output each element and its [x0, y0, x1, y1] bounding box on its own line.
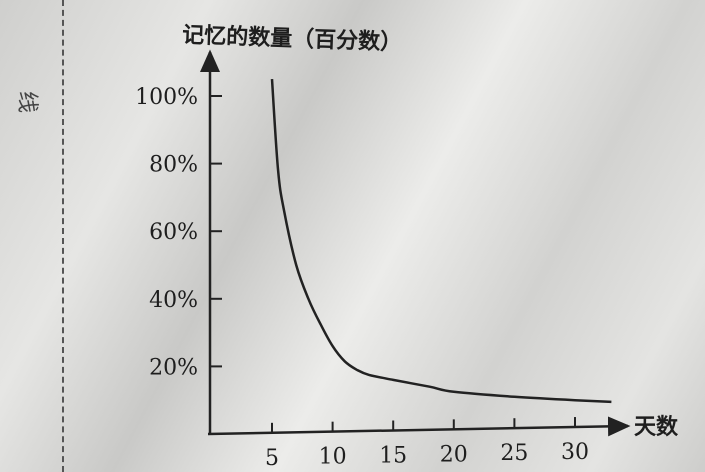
x-tick-label: 30 — [561, 440, 589, 465]
x-tick-label: 20 — [440, 442, 468, 467]
y-tick-label: 60% — [149, 220, 198, 245]
x-tick-label: 25 — [500, 441, 528, 466]
x-tick-label: 5 — [265, 446, 279, 471]
y-axis-label: 记忆的数量（百分数） — [182, 22, 403, 56]
y-tick-label: 40% — [149, 288, 198, 313]
series-line — [270, 79, 612, 404]
x-tick-label: 10 — [319, 445, 347, 470]
x-axis-label: 天数 — [634, 414, 679, 440]
margin-dashed-line — [62, 0, 64, 472]
y-tick-label: 80% — [149, 153, 198, 178]
x-tick-label: 15 — [379, 444, 407, 469]
y-tick-label: 20% — [149, 355, 198, 380]
y-tick-label: 100% — [135, 85, 198, 110]
x-axis — [207, 416, 631, 437]
